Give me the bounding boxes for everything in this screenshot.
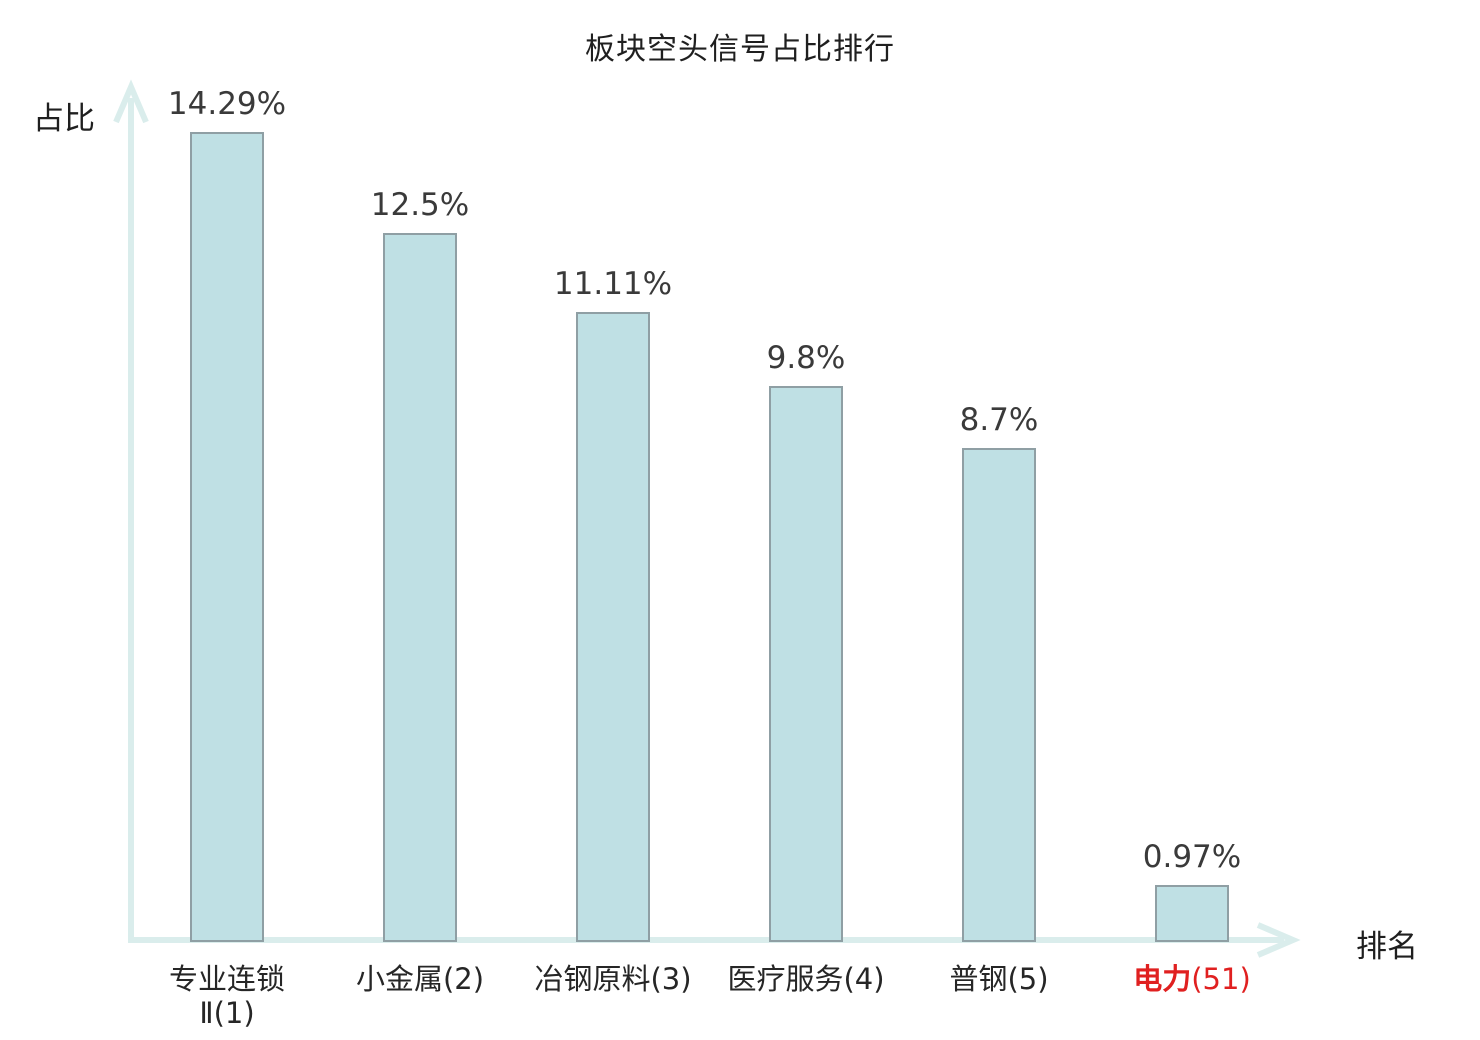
x-axis-category-label: 冶钢原料(3) bbox=[534, 962, 692, 996]
y-axis-arrow-icon bbox=[113, 79, 149, 124]
bar-value-label: 9.8% bbox=[766, 340, 846, 376]
x-axis-arrow-icon bbox=[1256, 922, 1301, 958]
x-axis-category-label-highlighted: 电力(51) bbox=[1133, 962, 1251, 996]
bar bbox=[769, 386, 843, 942]
bar-value-label: 12.5% bbox=[370, 187, 470, 223]
x-axis-category-label: 小金属(2) bbox=[355, 962, 485, 996]
bar-value-label: 0.97% bbox=[1142, 839, 1242, 875]
chart-title: 板块空头信号占比排行 bbox=[585, 32, 895, 67]
x-axis-category-label: 普钢(5) bbox=[949, 962, 1049, 996]
y-axis-title: 占比 bbox=[33, 101, 95, 137]
bar-value-label: 14.29% bbox=[167, 86, 287, 122]
bar-value-label: 8.7% bbox=[959, 402, 1039, 438]
bar bbox=[1155, 885, 1229, 942]
bar bbox=[576, 312, 650, 942]
x-axis-category-label: 专业连锁 Ⅱ(1) bbox=[168, 962, 285, 1030]
bar-value-label: 11.11% bbox=[553, 266, 673, 302]
bar bbox=[962, 448, 1036, 942]
x-axis-category-label: 医疗服务(4) bbox=[727, 962, 885, 996]
bar bbox=[383, 233, 457, 942]
bar bbox=[190, 132, 264, 942]
x-axis-title: 排名 bbox=[1356, 929, 1418, 965]
